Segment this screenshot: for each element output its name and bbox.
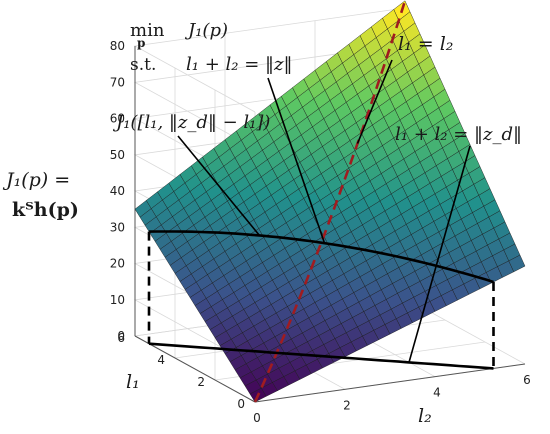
leader-constraint-line bbox=[408, 145, 471, 363]
objective-label: J₁(p) bbox=[184, 20, 228, 41]
z-tick-label: 60 bbox=[110, 112, 125, 126]
leader-constraint-label bbox=[267, 77, 326, 244]
surface-facet bbox=[508, 254, 526, 273]
ylabel: l₁ bbox=[126, 371, 140, 393]
l1-tick-label: 6 bbox=[117, 331, 125, 345]
l2-tick-label: 2 bbox=[343, 398, 351, 412]
annotation-diag: l₁ = l₂ bbox=[398, 33, 453, 55]
constraint-label: l₁ + l₂ = ‖z‖ bbox=[186, 54, 292, 75]
surface-mesh bbox=[134, 0, 526, 403]
zlabel-line1: J₁(p) = bbox=[2, 169, 70, 191]
l2-tick-label: 0 bbox=[253, 411, 261, 425]
leader-constraint-curve bbox=[177, 135, 261, 236]
st-label: s.t. bbox=[130, 55, 156, 75]
annotation-constraint-curve: J₁([l₁, ‖z_d‖ − l₁]) bbox=[112, 112, 270, 133]
diagonal-curve bbox=[253, 0, 407, 403]
annotation-constraint-line: l₁ + l₂ = ‖z_d‖ bbox=[395, 124, 522, 145]
z-tick-label: 20 bbox=[110, 257, 125, 271]
l1-tick-label: 4 bbox=[157, 353, 165, 367]
zlabel-line2: kᵀh(p) bbox=[12, 199, 79, 221]
z-tick-label: 50 bbox=[110, 148, 125, 162]
min-var-label: p bbox=[137, 36, 145, 50]
l1-tick-label: 2 bbox=[197, 375, 205, 389]
l2-tick-label: 4 bbox=[433, 386, 441, 400]
overlay-layer bbox=[147, 0, 495, 403]
leader-diag bbox=[356, 59, 393, 144]
z-tick-label: 40 bbox=[110, 184, 125, 198]
l1-tick-label: 0 bbox=[237, 397, 245, 411]
z-tick-label: 80 bbox=[110, 39, 125, 53]
l2-tick-label: 6 bbox=[523, 373, 531, 387]
l2-axis-line bbox=[254, 363, 526, 403]
z-tick-label: 30 bbox=[110, 220, 125, 234]
z-tick-label: 0 bbox=[117, 329, 125, 343]
z-tick-label: 10 bbox=[110, 293, 125, 307]
constraint-base-line bbox=[148, 342, 494, 370]
xlabel: l₂ bbox=[418, 405, 432, 427]
min-label: min bbox=[130, 20, 165, 41]
z-tick-label: 70 bbox=[110, 75, 125, 89]
l1-axis-line bbox=[134, 335, 256, 403]
